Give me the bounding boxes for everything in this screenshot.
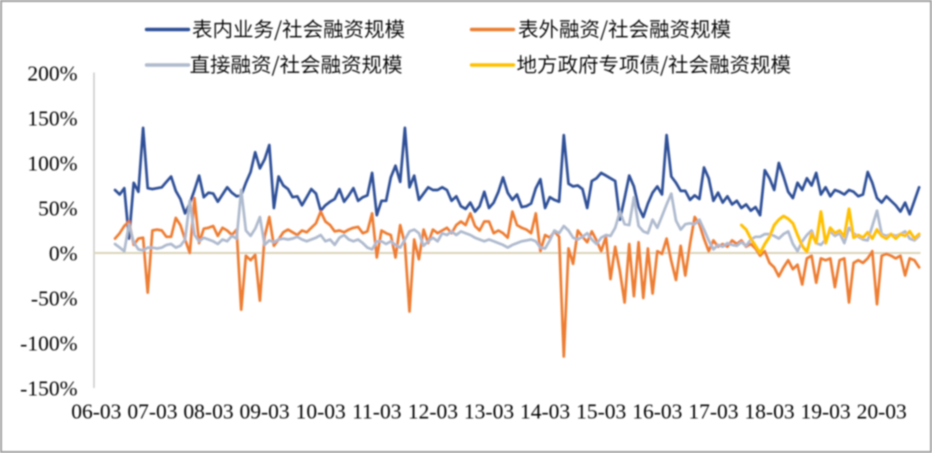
- svg-text:06-03: 06-03: [71, 400, 121, 424]
- svg-text:-150%: -150%: [20, 377, 77, 401]
- svg-text:10-03: 10-03: [296, 400, 346, 424]
- svg-text:100%: 100%: [27, 152, 77, 176]
- svg-text:-100%: -100%: [20, 332, 77, 356]
- svg-text:07-03: 07-03: [127, 400, 177, 424]
- svg-text:150%: 150%: [27, 107, 77, 131]
- svg-text:50%: 50%: [38, 197, 78, 221]
- svg-text:17-03: 17-03: [688, 400, 738, 424]
- svg-text:20-03: 20-03: [857, 400, 907, 424]
- svg-text:15-03: 15-03: [576, 400, 626, 424]
- svg-text:08-03: 08-03: [183, 400, 233, 424]
- svg-text:-50%: -50%: [31, 287, 78, 311]
- svg-text:16-03: 16-03: [632, 400, 682, 424]
- svg-text:200%: 200%: [27, 62, 77, 86]
- svg-text:19-03: 19-03: [801, 400, 851, 424]
- svg-text:13-03: 13-03: [464, 400, 514, 424]
- svg-text:11-03: 11-03: [352, 400, 401, 424]
- svg-text:0%: 0%: [49, 242, 78, 266]
- svg-text:09-03: 09-03: [240, 400, 290, 424]
- svg-text:14-03: 14-03: [520, 400, 570, 424]
- svg-text:18-03: 18-03: [744, 400, 794, 424]
- svg-text:12-03: 12-03: [408, 400, 458, 424]
